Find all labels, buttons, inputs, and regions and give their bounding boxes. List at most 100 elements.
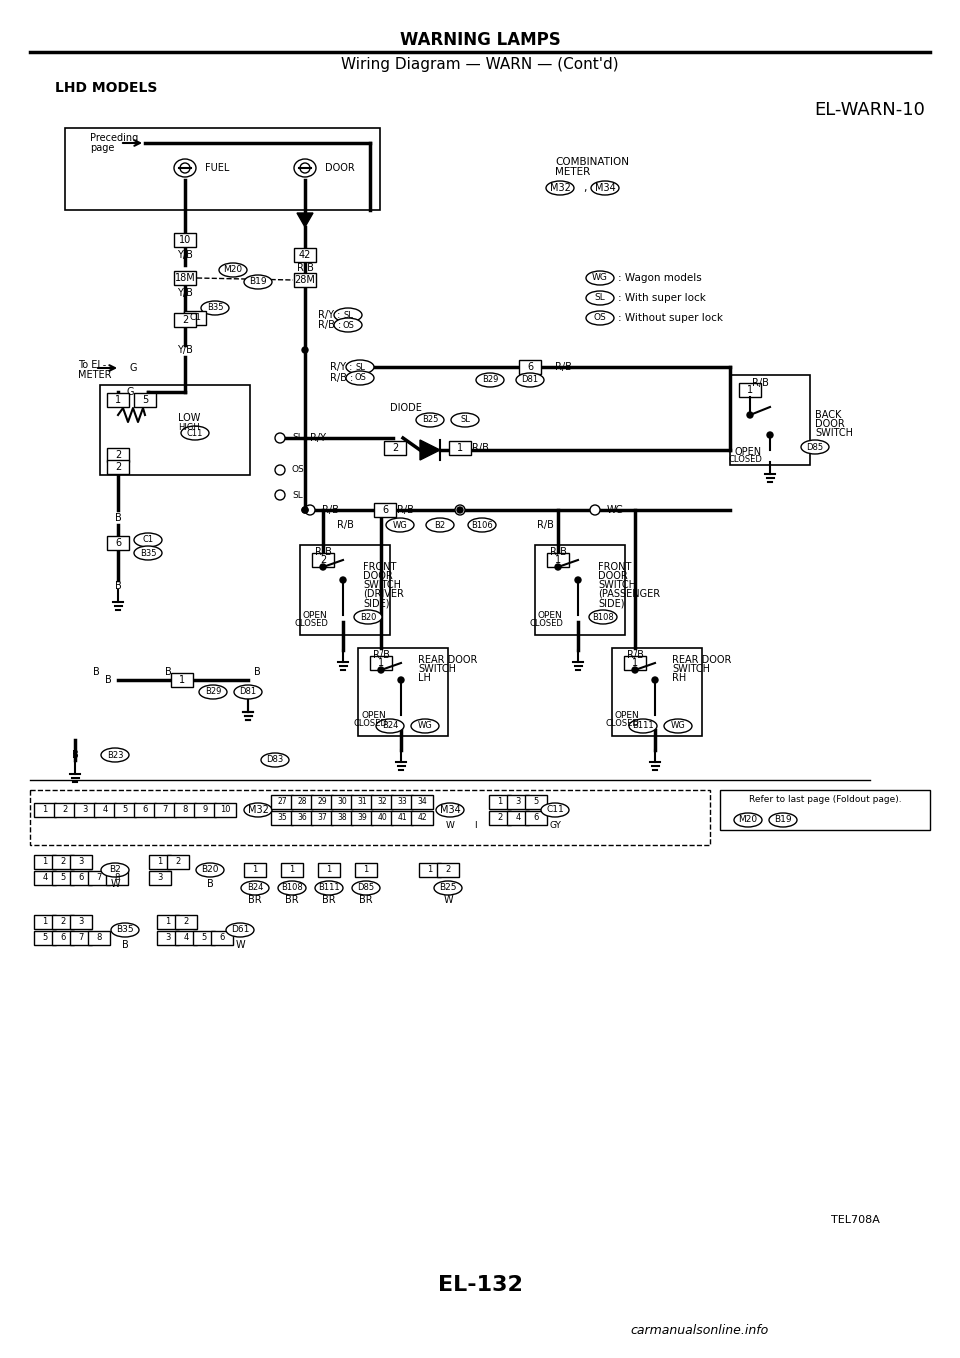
Bar — [34, 856, 56, 869]
Bar — [74, 803, 96, 818]
Text: B2: B2 — [109, 865, 121, 875]
Ellipse shape — [241, 881, 269, 895]
Ellipse shape — [664, 718, 692, 733]
Text: 1: 1 — [364, 865, 369, 875]
Bar — [384, 441, 406, 455]
Text: page: page — [90, 143, 114, 153]
Text: B19: B19 — [250, 277, 267, 287]
Bar — [174, 272, 196, 285]
Ellipse shape — [315, 881, 343, 895]
Text: WG: WG — [592, 273, 608, 282]
Ellipse shape — [196, 862, 224, 877]
Text: 42: 42 — [299, 250, 311, 259]
Text: 7: 7 — [96, 873, 102, 883]
Circle shape — [747, 411, 753, 418]
Text: 3: 3 — [79, 857, 84, 866]
Text: 5: 5 — [60, 873, 65, 883]
Text: SL: SL — [292, 433, 302, 443]
Bar — [30, 790, 710, 845]
Polygon shape — [297, 213, 313, 227]
Bar — [355, 862, 377, 877]
Text: B: B — [106, 675, 112, 684]
Bar — [291, 794, 313, 809]
Text: 2: 2 — [181, 315, 188, 325]
Text: 10: 10 — [220, 805, 230, 815]
Ellipse shape — [111, 923, 139, 937]
Text: B24: B24 — [247, 884, 263, 892]
Bar — [167, 856, 189, 869]
Bar — [70, 870, 92, 885]
Text: M32: M32 — [549, 183, 570, 193]
Text: SL: SL — [460, 416, 470, 425]
Text: 28M: 28M — [295, 276, 316, 285]
Text: 1: 1 — [427, 865, 433, 875]
Text: 1: 1 — [497, 797, 503, 807]
Ellipse shape — [201, 301, 229, 315]
Text: CLOSED: CLOSED — [353, 718, 387, 728]
Bar — [411, 794, 433, 809]
Bar — [211, 932, 233, 945]
Text: D81: D81 — [239, 687, 256, 697]
Bar — [100, 386, 250, 475]
Ellipse shape — [354, 610, 382, 623]
Text: B111: B111 — [318, 884, 340, 892]
Text: ,: , — [584, 183, 587, 193]
Text: OPEN: OPEN — [734, 447, 761, 458]
Text: G: G — [130, 363, 137, 373]
Text: 36: 36 — [298, 813, 307, 823]
Text: W: W — [445, 820, 454, 830]
Text: 1: 1 — [42, 805, 48, 815]
Text: R/B :: R/B : — [330, 373, 353, 383]
Bar — [175, 932, 197, 945]
Bar — [507, 811, 529, 826]
Bar — [291, 811, 313, 826]
Text: carmanualsonline.info: carmanualsonline.info — [631, 1324, 769, 1336]
Text: METER: METER — [78, 369, 111, 380]
Bar — [106, 870, 128, 885]
Text: B25: B25 — [440, 884, 457, 892]
Text: Y/B: Y/B — [177, 345, 193, 354]
Circle shape — [632, 667, 638, 674]
Text: D61: D61 — [230, 926, 250, 934]
Ellipse shape — [769, 813, 797, 827]
Text: 4: 4 — [183, 933, 188, 942]
Ellipse shape — [411, 718, 439, 733]
Text: WG: WG — [671, 721, 685, 731]
Text: COMBINATION: COMBINATION — [555, 158, 629, 167]
Text: Wiring Diagram — WARN — (Cont'd): Wiring Diagram — WARN — (Cont'd) — [341, 57, 619, 72]
Text: 5: 5 — [122, 805, 128, 815]
Text: D83: D83 — [266, 755, 283, 765]
Text: B106: B106 — [471, 520, 492, 530]
Text: OS: OS — [342, 320, 354, 330]
Polygon shape — [420, 440, 440, 460]
Text: 40: 40 — [377, 813, 387, 823]
Text: FRONT: FRONT — [598, 562, 632, 572]
Text: 2: 2 — [392, 443, 398, 454]
Text: C11: C11 — [187, 429, 204, 437]
Bar — [351, 811, 373, 826]
Bar — [312, 553, 334, 568]
Bar — [507, 794, 529, 809]
Bar — [171, 674, 193, 687]
Text: M32: M32 — [248, 805, 269, 815]
Text: R/B: R/B — [472, 443, 489, 454]
Text: 6: 6 — [527, 363, 533, 372]
Text: EL-WARN-10: EL-WARN-10 — [815, 100, 925, 120]
Circle shape — [575, 577, 581, 583]
Bar — [624, 656, 646, 669]
Text: R/B: R/B — [372, 650, 390, 660]
Text: 38: 38 — [337, 813, 347, 823]
Circle shape — [302, 507, 308, 513]
Text: D85: D85 — [806, 443, 824, 451]
Bar — [194, 803, 216, 818]
Ellipse shape — [436, 803, 464, 818]
Text: 10: 10 — [179, 235, 191, 244]
Text: C1: C1 — [189, 314, 201, 322]
Text: R/B: R/B — [752, 378, 768, 388]
Ellipse shape — [516, 373, 544, 387]
Bar — [34, 915, 56, 929]
Text: B: B — [164, 667, 172, 678]
Ellipse shape — [134, 546, 162, 559]
Text: D81: D81 — [521, 376, 539, 384]
Text: B35: B35 — [116, 926, 133, 934]
